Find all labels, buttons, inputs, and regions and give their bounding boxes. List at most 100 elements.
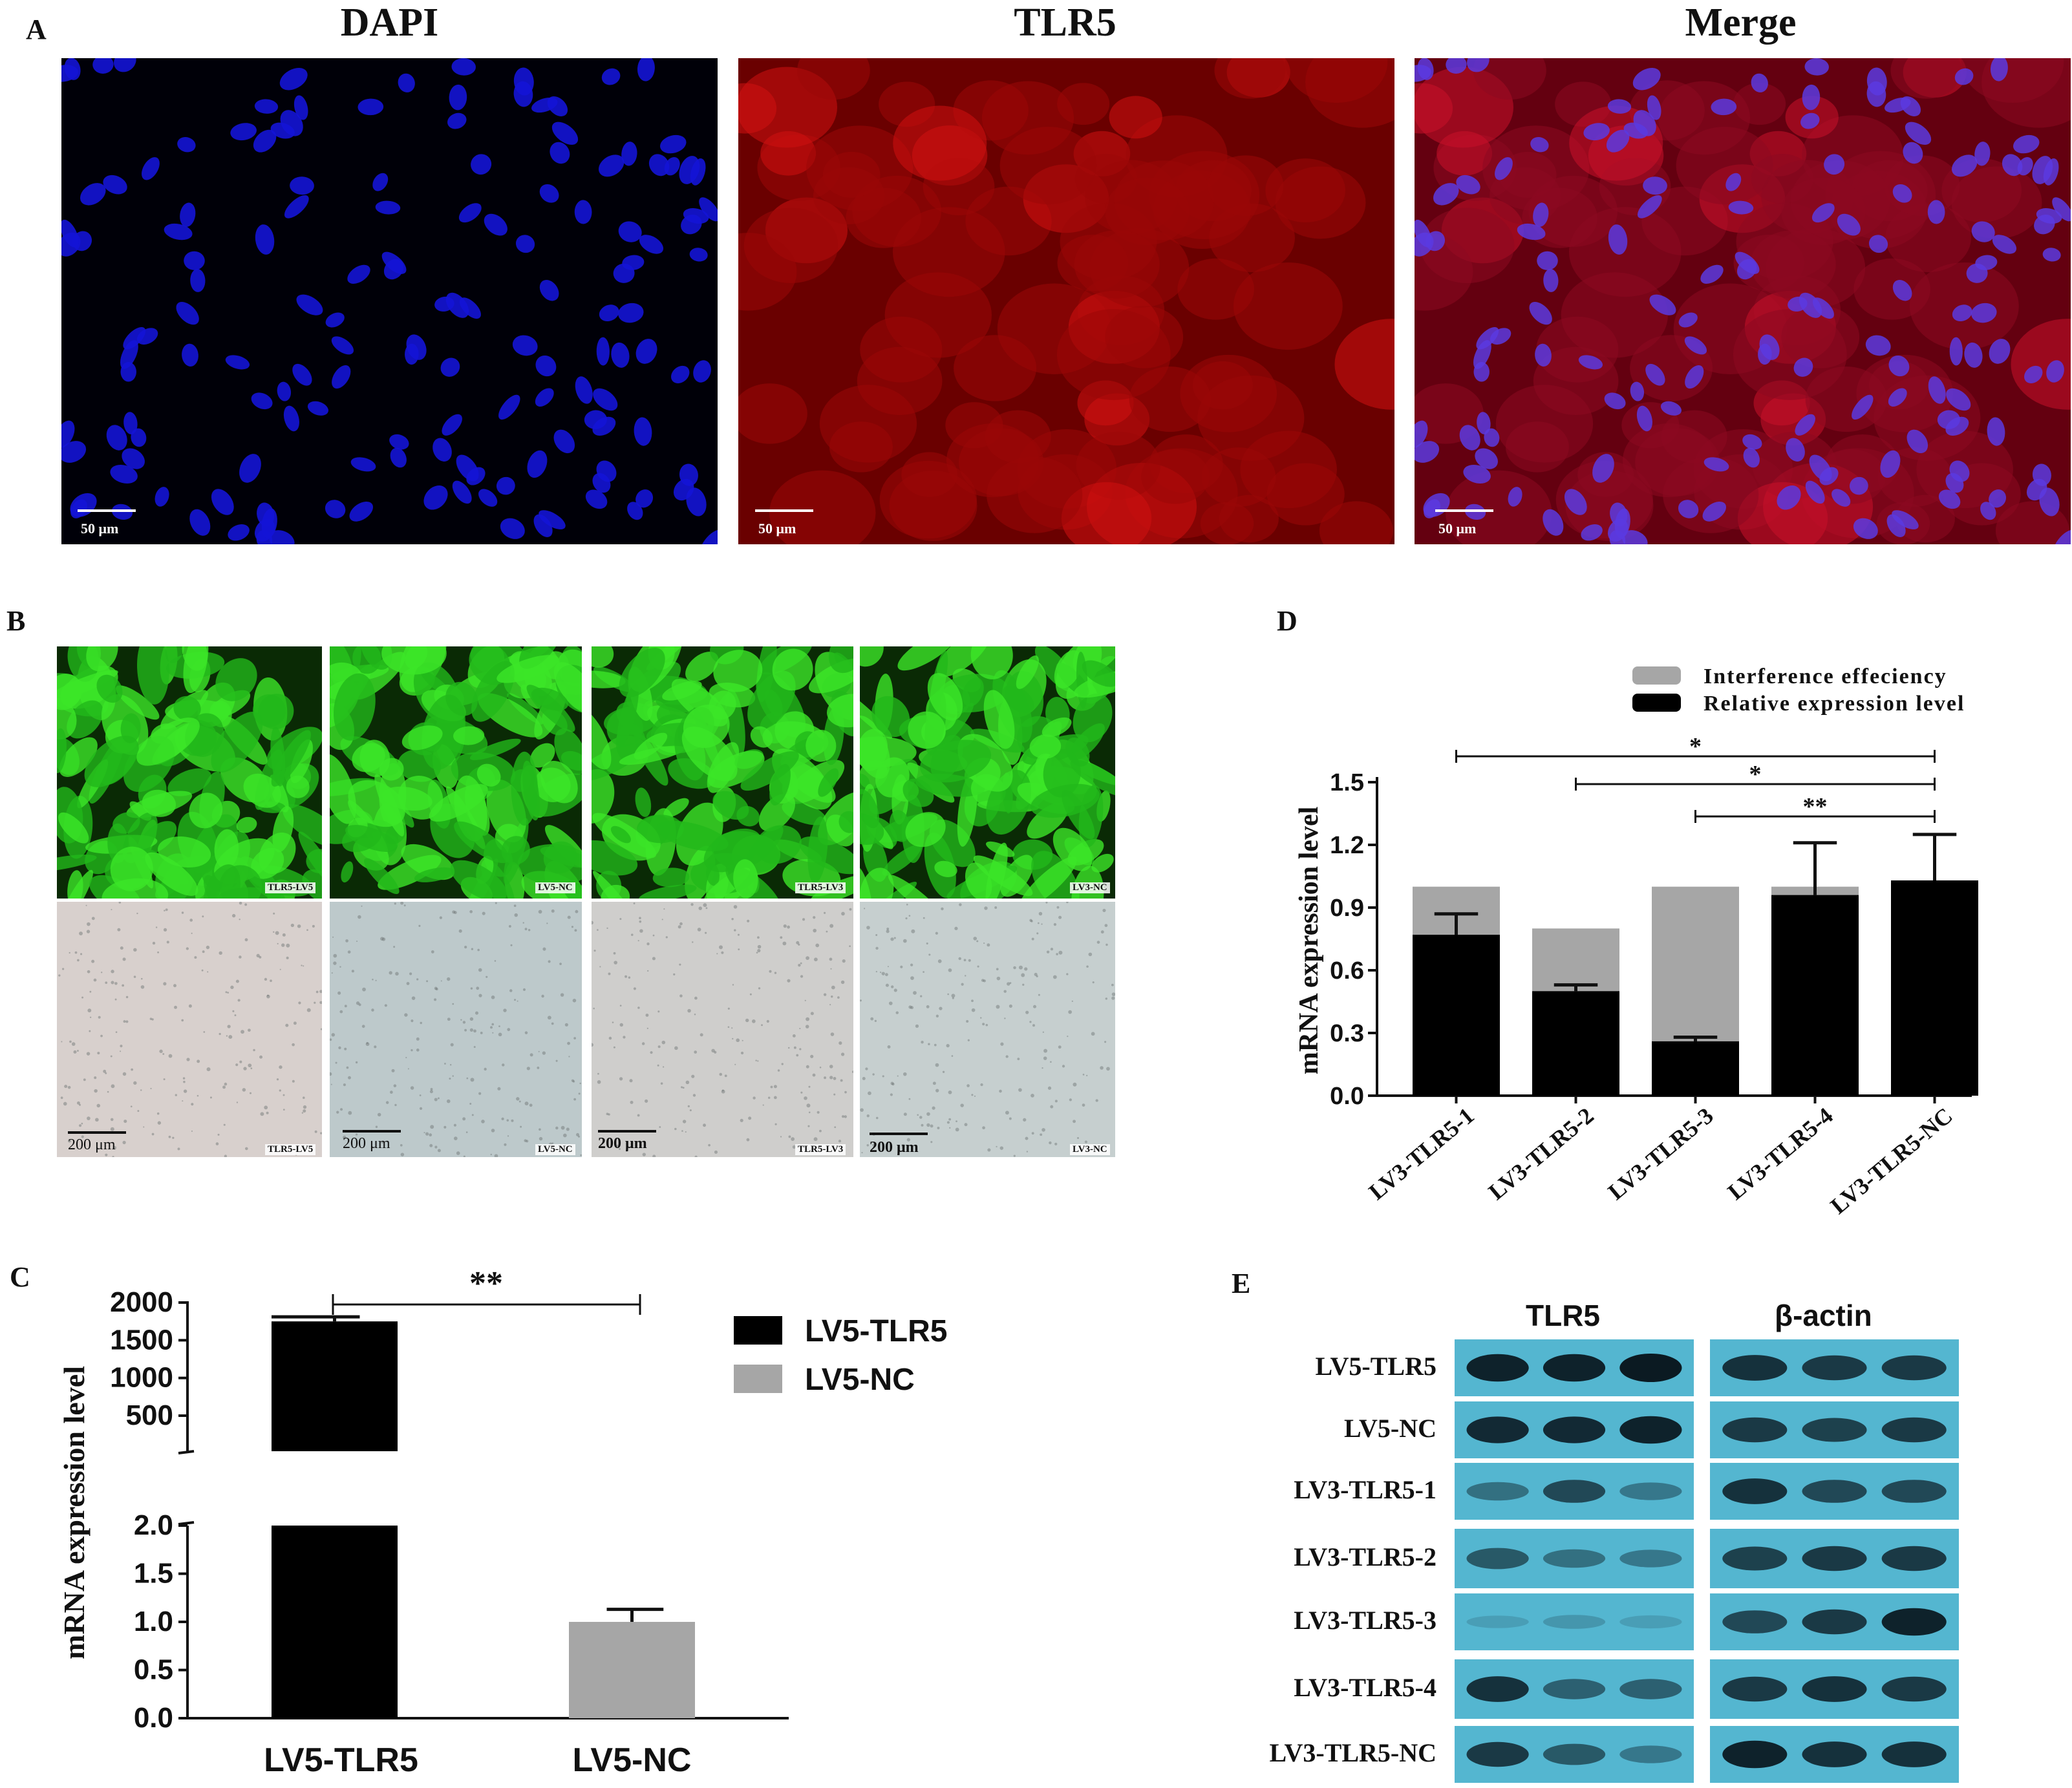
tag-bf-2: LV5-NC	[535, 1144, 575, 1155]
panel-label-d: D	[1277, 605, 1298, 637]
panel-label-c: C	[10, 1261, 30, 1293]
tag-gfp-2: LV5-NC	[535, 882, 575, 893]
band	[1543, 1416, 1606, 1443]
band	[1466, 1548, 1529, 1570]
band	[1543, 1743, 1606, 1765]
category-label: LV5-TLR5	[264, 1741, 418, 1779]
gfp-image-1	[57, 646, 322, 899]
category-label: LV5-NC	[573, 1741, 692, 1779]
significance-marker: *	[1689, 733, 1702, 760]
tlr5-image	[738, 58, 1394, 544]
band	[1619, 1615, 1682, 1629]
significance-marker: **	[469, 1265, 503, 1302]
significance-marker: **	[1803, 793, 1828, 820]
blot-strip-tlr5	[1455, 1659, 1694, 1719]
band	[1619, 1745, 1682, 1763]
legend-swatch	[1632, 694, 1681, 712]
gfp-image-4	[860, 646, 1115, 899]
gfp-image-2	[330, 646, 582, 899]
dapi-image	[61, 58, 718, 544]
band	[1802, 1418, 1867, 1442]
y-tick-label: 0.6	[1330, 957, 1364, 984]
band	[1802, 1609, 1867, 1635]
bar-lv5-nc	[569, 1622, 695, 1718]
scale-text-merge: 50 μm	[1438, 520, 1477, 537]
scale-bar-bf-1	[68, 1131, 126, 1134]
wb-header-tlr5: TLR5	[1526, 1299, 1600, 1332]
band	[1466, 1354, 1529, 1382]
band	[1881, 1608, 1947, 1636]
band	[1802, 1676, 1867, 1702]
wb-row-label: LV3-TLR5-4	[1294, 1673, 1437, 1702]
y-tick-label: 2000	[110, 1286, 173, 1318]
blot-strip-tlr5	[1455, 1463, 1694, 1520]
gfp-image-3	[592, 646, 853, 899]
band	[1881, 1480, 1947, 1503]
scale-text-bf-2: 200 μm	[343, 1135, 390, 1152]
scale-bar-tlr5	[755, 509, 813, 512]
bar-lv5-tlr5-upper	[272, 1321, 398, 1451]
bar-lv5-tlr5-lower	[272, 1526, 398, 1718]
y-tick-label: 1500	[110, 1324, 173, 1356]
y-tick-label: 0.0	[1330, 1083, 1364, 1110]
brightfield-image-4	[860, 902, 1115, 1157]
band	[1802, 1480, 1867, 1503]
wb-row-label: LV3-TLR5-2	[1294, 1542, 1437, 1571]
merge-title: Merge	[1685, 1, 1797, 45]
y-tick-label: 0.9	[1330, 895, 1364, 922]
band	[1543, 1679, 1606, 1699]
band	[1466, 1416, 1529, 1443]
legend-label: LV5-NC	[805, 1363, 915, 1397]
scale-bar-bf-3	[598, 1130, 656, 1133]
y-tick-label: 1000	[110, 1362, 173, 1394]
band	[1466, 1615, 1529, 1628]
band	[1802, 1355, 1867, 1381]
wb-header-actin: β-actin	[1775, 1299, 1872, 1332]
legend-label: Interference effeciency	[1704, 665, 1947, 688]
scale-text-bf-3: 200 μm	[598, 1135, 647, 1152]
category-label: LV3-TLR5-1	[1364, 1102, 1479, 1204]
band	[1802, 1741, 1867, 1767]
axis-break-mark-lower	[178, 1521, 195, 1526]
scale-bar-dapi	[78, 509, 136, 512]
tag-gfp-3: TLR5-LV3	[795, 882, 846, 893]
blot-strip-actin	[1710, 1593, 1959, 1650]
y-tick-label: 0.3	[1330, 1020, 1364, 1047]
band	[1722, 1355, 1788, 1381]
merge-image	[1415, 58, 2071, 544]
bar-relative-expression	[1532, 991, 1619, 1096]
bar-relative-expression	[1413, 935, 1500, 1096]
blot-strip-tlr5	[1455, 1593, 1694, 1650]
bar-relative-expression	[1891, 880, 1978, 1096]
wb-row-label: LV5-TLR5	[1315, 1352, 1437, 1381]
scale-bar-merge	[1435, 509, 1493, 512]
y-tick-label: 0.0	[134, 1702, 173, 1734]
tag-gfp-1: TLR5-LV5	[265, 882, 316, 893]
band	[1722, 1546, 1788, 1571]
legend-label: LV5-TLR5	[805, 1314, 947, 1348]
band	[1722, 1417, 1788, 1443]
blot-strip-tlr5	[1455, 1339, 1694, 1396]
scale-text-dapi: 50 μm	[81, 520, 119, 537]
y-axis-label: mRNA expression level	[1294, 807, 1324, 1075]
panel-label-e: E	[1232, 1268, 1251, 1299]
band	[1722, 1478, 1788, 1504]
blot-strip-tlr5	[1455, 1529, 1694, 1588]
axis-break-mark-upper	[178, 1450, 195, 1454]
wb-row-label: LV5-NC	[1344, 1414, 1437, 1443]
band	[1619, 1679, 1682, 1699]
category-label: LV3-TLR5-3	[1603, 1102, 1718, 1204]
tag-bf-1: TLR5-LV5	[265, 1144, 316, 1155]
scale-bar-bf-2	[343, 1130, 401, 1133]
blot-strip-actin	[1710, 1726, 1959, 1783]
band	[1802, 1546, 1867, 1571]
dapi-title: DAPI	[340, 1, 439, 45]
category-label: LV3-TLR5-NC	[1826, 1102, 1958, 1219]
y-tick-label: 1.5	[1330, 769, 1364, 796]
tag-bf-4: LV3-NC	[1070, 1144, 1110, 1155]
band	[1619, 1549, 1682, 1568]
y-tick-label: 500	[126, 1400, 173, 1431]
bar-relative-expression	[1771, 895, 1859, 1096]
band	[1466, 1741, 1529, 1767]
